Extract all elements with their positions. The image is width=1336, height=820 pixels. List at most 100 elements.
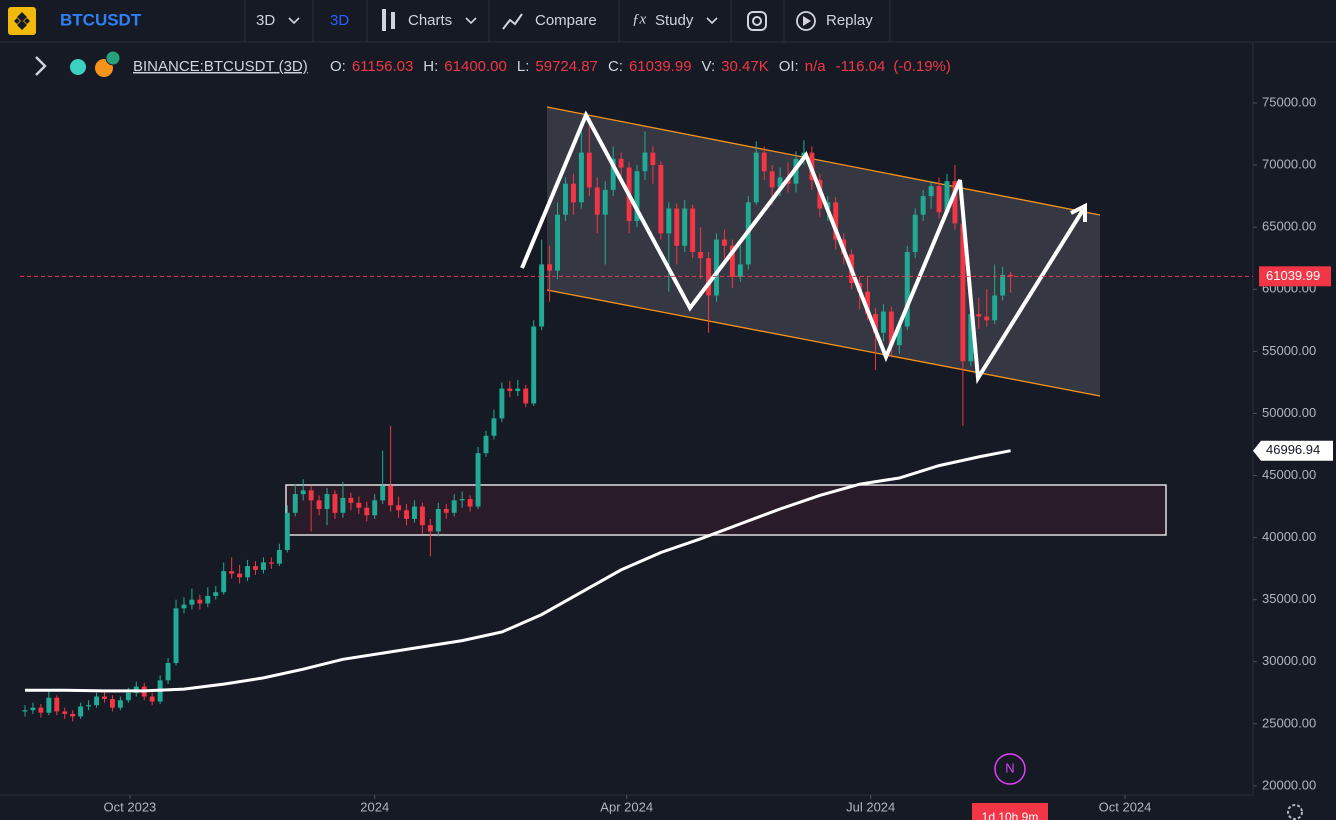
- legend-symbol[interactable]: BINANCE:BTCUSDT (3D): [133, 58, 308, 75]
- y-tick-label: 30000.00: [1262, 653, 1316, 668]
- candle-body: [451, 500, 457, 513]
- last-price-label: 61039.99: [1266, 268, 1320, 283]
- candle-body: [292, 494, 298, 513]
- toolbar-bg: [0, 0, 1336, 42]
- candle-body: [888, 311, 894, 346]
- candles: [22, 117, 1014, 722]
- candle-body: [181, 604, 187, 609]
- usdt-icon: [105, 50, 121, 66]
- logo-glyph: [14, 12, 30, 30]
- zigzag-drawing[interactable]: [520, 110, 1085, 385]
- candle-body: [642, 152, 648, 172]
- candle-body: [586, 152, 592, 188]
- candle-body: [563, 183, 568, 215]
- toolbar: BTCUSDT 3D 3D Charts Compare ƒx Study: [0, 0, 1336, 43]
- dropdown-caret: [288, 17, 300, 25]
- candle-body: [912, 214, 918, 252]
- replay-icon: [796, 11, 816, 31]
- ma-price-tag: [1253, 440, 1333, 461]
- candle-body: [491, 418, 497, 436]
- candle-body: [340, 497, 346, 513]
- separators: [244, 0, 891, 42]
- candle-body: [372, 500, 378, 516]
- candle-body: [189, 599, 195, 605]
- candle-body: [570, 183, 576, 203]
- interval-active[interactable]: 3D: [330, 12, 349, 29]
- collapse-chevron[interactable]: [35, 56, 47, 76]
- candle-body: [650, 152, 656, 166]
- channel-bottom[interactable]: [546, 289, 1101, 397]
- candle-body: [896, 326, 902, 346]
- icon-part: [747, 11, 767, 31]
- candle-body: [714, 239, 719, 296]
- candle-body: [515, 388, 521, 392]
- candle-body: [928, 186, 934, 197]
- status-dot: [70, 59, 86, 75]
- candle-body: [769, 171, 775, 188]
- candle-body: [721, 239, 727, 246]
- candle-body: [412, 506, 417, 519]
- candle-body: [539, 264, 545, 327]
- candle-body: [316, 500, 322, 510]
- charts-button[interactable]: Charts: [408, 12, 452, 29]
- support-zone[interactable]: [285, 484, 1167, 536]
- candle-body: [483, 435, 489, 454]
- legend-field-value: 30.47K: [721, 58, 769, 75]
- legend-field-label: O:: [330, 58, 346, 75]
- candle-body: [78, 706, 84, 717]
- candle-body: [578, 152, 584, 203]
- channel-top[interactable]: [546, 106, 1101, 216]
- replay-button[interactable]: Replay: [826, 12, 873, 29]
- candle-body: [1000, 274, 1006, 296]
- y-tick-label: 35000.00: [1262, 591, 1316, 606]
- dropdown-caret: [465, 17, 477, 25]
- icon-part: [382, 9, 386, 31]
- countdown: 1d 10h 9m: [982, 810, 1039, 820]
- candle-body: [380, 485, 386, 501]
- candle-body: [761, 152, 767, 172]
- icon-part: [752, 16, 762, 26]
- candle-body: [62, 711, 68, 714]
- news-marker[interactable]: [994, 753, 1026, 785]
- drawings-over: [520, 110, 1087, 385]
- candle-body: [618, 158, 624, 168]
- candle-body: [253, 566, 258, 570]
- candle-body: [833, 202, 839, 240]
- x-tick-label: Oct 2023: [104, 799, 157, 814]
- dropdown-caret: [706, 17, 718, 25]
- candle-body: [594, 187, 600, 215]
- symbol-button[interactable]: BTCUSDT: [60, 10, 142, 29]
- moving-average: [25, 449, 1011, 693]
- y-tick-label: 45000.00: [1262, 467, 1316, 482]
- legend-fields: O: 61156.03 H: 61400.00 L: 59724.87 C: 61039.99…: [330, 58, 951, 75]
- axes: 20000.00 25000.00 30000.00 35000.00 40000.00…: [20, 94, 1333, 814]
- candle-body: [443, 509, 449, 513]
- candle-body: [260, 562, 266, 570]
- candle-body: [610, 158, 616, 190]
- candle-body: [324, 494, 330, 510]
- candle-body: [992, 295, 998, 321]
- candle-body: [109, 699, 115, 708]
- candle-body: [245, 566, 251, 578]
- candle-body: [94, 696, 100, 706]
- candle-body: [904, 251, 910, 327]
- candle-body: [872, 314, 878, 333]
- settings-button[interactable]: [1287, 804, 1303, 820]
- legend-field-value: 61156.03: [352, 58, 413, 75]
- candle-body: [197, 599, 203, 604]
- legend-field-value: n/a: [805, 58, 827, 75]
- candle-body: [777, 177, 783, 188]
- interval-dropdown[interactable]: 3D: [256, 12, 275, 29]
- candle-body: [237, 573, 243, 578]
- compare-button[interactable]: Compare: [535, 12, 597, 29]
- study-button[interactable]: Study: [655, 12, 694, 29]
- candle-body: [213, 592, 219, 596]
- x-tick-label: Apr 2024: [600, 799, 653, 814]
- candle-body: [475, 453, 481, 507]
- y-tick-label: 40000.00: [1262, 529, 1316, 544]
- news-marker-label: N: [1005, 760, 1014, 775]
- candle-body: [388, 485, 394, 506]
- instagram-button[interactable]: [747, 11, 767, 31]
